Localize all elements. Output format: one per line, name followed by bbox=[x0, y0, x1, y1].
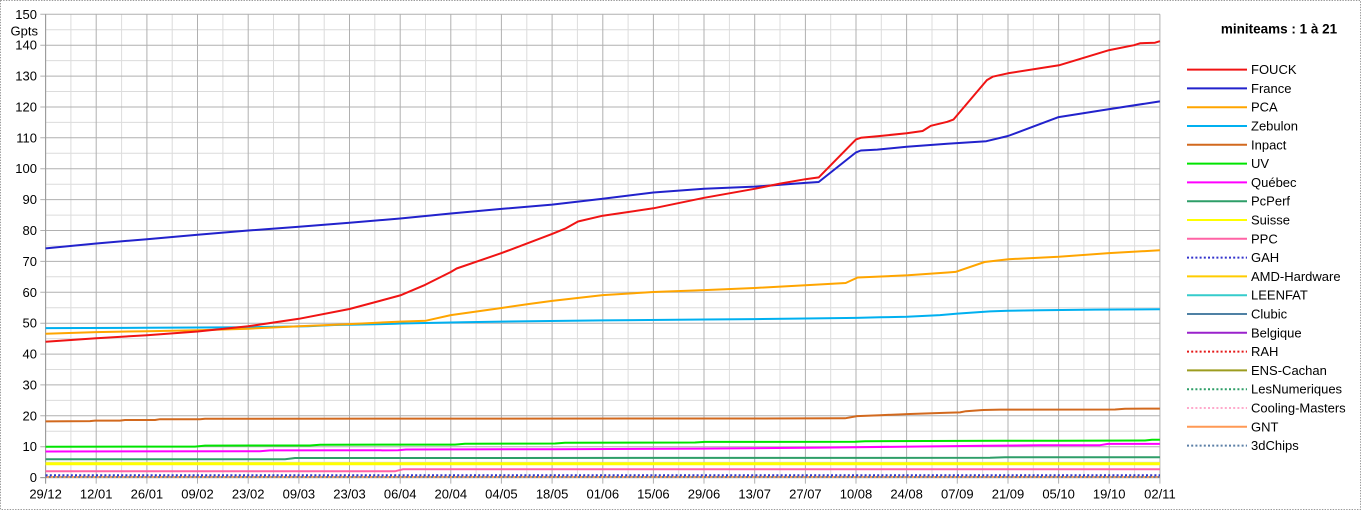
svg-text:29/06: 29/06 bbox=[688, 487, 721, 502]
svg-text:0: 0 bbox=[30, 470, 37, 485]
svg-text:50: 50 bbox=[23, 316, 37, 331]
svg-text:21/09: 21/09 bbox=[992, 487, 1025, 502]
svg-text:30: 30 bbox=[23, 377, 37, 392]
svg-text:40: 40 bbox=[23, 347, 37, 362]
svg-text:GAH: GAH bbox=[1251, 250, 1279, 265]
svg-text:02/11: 02/11 bbox=[1144, 487, 1176, 502]
svg-text:06/04: 06/04 bbox=[384, 487, 417, 502]
svg-text:09/03: 09/03 bbox=[283, 487, 316, 502]
svg-text:PPC: PPC bbox=[1251, 231, 1278, 246]
svg-text:ENS-Cachan: ENS-Cachan bbox=[1251, 363, 1327, 378]
svg-text:miniteams : 1 à 21: miniteams : 1 à 21 bbox=[1221, 22, 1338, 37]
svg-text:Québec: Québec bbox=[1251, 175, 1297, 190]
svg-text:120: 120 bbox=[15, 100, 37, 115]
svg-text:Inpact: Inpact bbox=[1251, 137, 1287, 152]
svg-text:FOUCK: FOUCK bbox=[1251, 62, 1297, 77]
svg-text:Suisse: Suisse bbox=[1251, 213, 1290, 228]
svg-text:13/07: 13/07 bbox=[738, 487, 771, 502]
svg-text:150: 150 bbox=[15, 7, 37, 22]
svg-text:140: 140 bbox=[15, 38, 37, 53]
svg-text:130: 130 bbox=[15, 69, 37, 84]
svg-text:24/08: 24/08 bbox=[890, 487, 923, 502]
svg-text:RAH: RAH bbox=[1251, 344, 1278, 359]
svg-text:04/05: 04/05 bbox=[485, 487, 518, 502]
svg-text:80: 80 bbox=[23, 223, 37, 238]
svg-text:France: France bbox=[1251, 81, 1291, 96]
svg-text:70: 70 bbox=[23, 254, 37, 269]
svg-text:23/02: 23/02 bbox=[232, 487, 265, 502]
svg-text:10/08: 10/08 bbox=[840, 487, 873, 502]
svg-text:23/03: 23/03 bbox=[333, 487, 366, 502]
svg-text:LEENFAT: LEENFAT bbox=[1251, 288, 1308, 303]
svg-text:PCA: PCA bbox=[1251, 100, 1278, 115]
svg-text:12/01: 12/01 bbox=[80, 487, 113, 502]
svg-text:Cooling-Masters: Cooling-Masters bbox=[1251, 401, 1346, 416]
svg-text:LesNumeriques: LesNumeriques bbox=[1251, 382, 1343, 397]
svg-text:UV: UV bbox=[1251, 156, 1269, 171]
svg-text:26/01: 26/01 bbox=[131, 487, 164, 502]
svg-text:Gpts: Gpts bbox=[11, 24, 39, 39]
svg-text:Zebulon: Zebulon bbox=[1251, 119, 1298, 134]
svg-text:100: 100 bbox=[15, 161, 37, 176]
svg-text:15/06: 15/06 bbox=[637, 487, 670, 502]
svg-text:01/06: 01/06 bbox=[587, 487, 620, 502]
svg-text:20/04: 20/04 bbox=[435, 487, 468, 502]
svg-text:PcPerf: PcPerf bbox=[1251, 194, 1290, 209]
svg-text:10: 10 bbox=[23, 439, 37, 454]
svg-text:GNT: GNT bbox=[1251, 419, 1279, 434]
svg-text:3dChips: 3dChips bbox=[1251, 438, 1299, 453]
svg-text:20: 20 bbox=[23, 408, 37, 423]
svg-text:AMD-Hardware: AMD-Hardware bbox=[1251, 269, 1341, 284]
svg-text:19/10: 19/10 bbox=[1093, 487, 1126, 502]
svg-text:05/10: 05/10 bbox=[1042, 487, 1075, 502]
svg-text:90: 90 bbox=[23, 192, 37, 207]
svg-text:110: 110 bbox=[16, 130, 37, 145]
svg-text:09/02: 09/02 bbox=[181, 487, 214, 502]
svg-text:07/09: 07/09 bbox=[941, 487, 974, 502]
svg-text:27/07: 27/07 bbox=[789, 487, 822, 502]
svg-text:60: 60 bbox=[23, 285, 37, 300]
svg-text:29/12: 29/12 bbox=[29, 487, 62, 502]
svg-text:18/05: 18/05 bbox=[536, 487, 569, 502]
svg-text:Belgique: Belgique bbox=[1251, 325, 1302, 340]
svg-text:Clubic: Clubic bbox=[1251, 307, 1288, 322]
